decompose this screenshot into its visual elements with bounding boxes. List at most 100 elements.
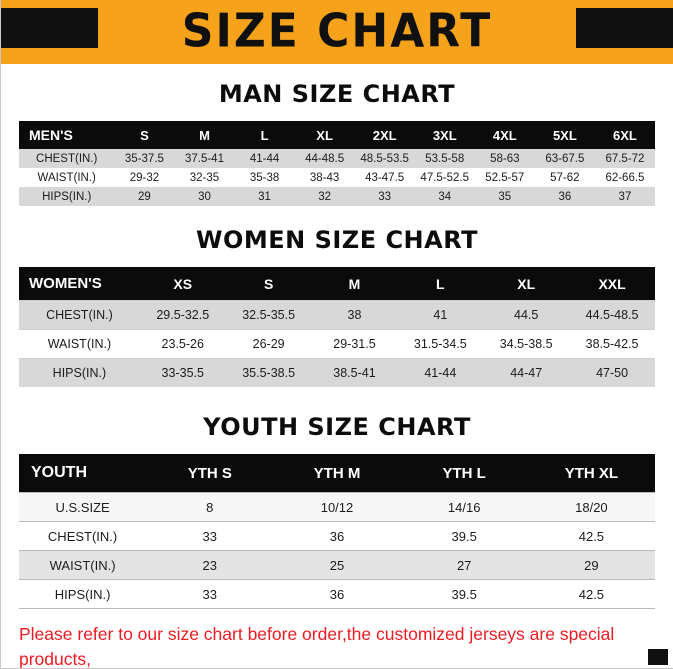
youth-table-wrap: YOUTH YTH S YTH M YTH L YTH XL U.S.SIZE 8 10/12… — [1, 454, 673, 609]
size-value: 33-35.5 — [161, 366, 204, 380]
size-value: 36 — [558, 190, 572, 203]
size-value: 27 — [456, 557, 472, 573]
size-value: 18/20 — [575, 499, 608, 515]
size-column-header: XXL — [598, 275, 626, 292]
size-column-header: YTH M — [313, 464, 361, 482]
size-value: 44.5 — [514, 308, 539, 322]
measurement-label: CHEST(IN.) — [46, 308, 113, 322]
size-column-header: YTH L — [442, 464, 486, 482]
size-column-header: XS — [173, 275, 193, 292]
size-value: 35.5-38.5 — [242, 366, 296, 380]
measurement-label: HIPS(IN.) — [52, 366, 107, 380]
size-column-header: S — [140, 127, 149, 143]
size-value: 63-67.5 — [545, 152, 585, 165]
size-column-header: S — [263, 275, 274, 292]
size-value: 44-47 — [510, 366, 543, 380]
size-value: 8 — [206, 499, 214, 515]
women-table-wrap: WOMEN'S XS S M L XL XXL CHEST(IN.) 29.5-32.5 32.5… — [1, 267, 673, 387]
table-title-cell: WOMEN'S — [29, 275, 102, 292]
size-value: 31 — [258, 190, 271, 203]
size-column-header: XL — [517, 275, 536, 292]
measurement-row: U.S.SIZE 8 10/12 14/16 18/20 — [19, 492, 655, 522]
men-size-table: MEN'S S M L XL 2XL 3XL 4XL 5XL 6XL CHEST(IN.) 35-37… — [19, 121, 655, 206]
size-value: 25 — [329, 557, 345, 573]
banner-left-black-block — [1, 8, 98, 48]
size-value: 67.5-72 — [605, 152, 645, 165]
size-value: 35-37.5 — [124, 152, 164, 165]
table-header-row: MEN'S S M L XL 2XL 3XL 4XL 5XL 6XL — [19, 121, 655, 149]
table-title-cell: YOUTH — [31, 464, 87, 481]
size-value: 29 — [584, 557, 599, 573]
size-value: 42.5 — [578, 528, 605, 544]
size-column-header: M — [348, 275, 361, 292]
table-title-cell: MEN'S — [29, 127, 73, 143]
size-value: 47.5-52.5 — [420, 171, 470, 184]
measurement-label: HIPS(IN.) — [42, 190, 92, 203]
measurement-label: CHEST(IN.) — [36, 152, 98, 165]
size-column-header: L — [436, 275, 445, 292]
size-value: 10/12 — [320, 499, 354, 515]
banner-right-black-block — [576, 8, 673, 48]
size-column-header: 2XL — [372, 127, 397, 143]
size-value: 26-29 — [252, 337, 285, 351]
youth-size-table: YOUTH YTH S YTH M YTH L YTH XL U.S.SIZE 8 10/12… — [19, 454, 655, 609]
size-value: 41-44 — [424, 366, 457, 380]
size-column-header: L — [260, 127, 269, 143]
size-column-header: 6XL — [613, 127, 637, 143]
measurement-row: CHEST(IN.) 33 36 39.5 42.5 — [19, 521, 655, 551]
size-value: 42.5 — [578, 586, 605, 602]
size-value: 57-62 — [550, 171, 580, 184]
size-value: 33 — [202, 528, 218, 544]
measurement-row: WAIST(IN.) 23.5-26 26-29 29-31.5 31.5-34.5 34… — [19, 329, 655, 359]
measurement-row: CHEST(IN.) 35-37.5 37.5-41 41-44 44-48.5 48.5… — [19, 149, 655, 168]
size-value: 32 — [318, 190, 331, 203]
size-value: 35 — [498, 190, 512, 203]
size-value: 62-66.5 — [605, 171, 645, 184]
size-value: 30 — [198, 190, 211, 203]
measurement-label: WAIST(IN.) — [47, 337, 112, 351]
measurement-label: WAIST(IN.) — [49, 557, 116, 573]
size-column-header: 4XL — [492, 127, 517, 143]
size-value: 23.5-26 — [161, 337, 204, 351]
measurement-row: WAIST(IN.) 29-32 32-35 35-38 38-43 43-47.5 47.… — [19, 168, 655, 187]
size-value: 39.5 — [451, 586, 477, 602]
size-column-header: 3XL — [432, 127, 457, 143]
size-value: 29 — [138, 190, 151, 203]
table-header-row: WOMEN'S XS S M L XL XXL — [19, 267, 655, 301]
women-size-table: WOMEN'S XS S M L XL XXL CHEST(IN.) 29.5-32.5 32.5… — [19, 267, 655, 387]
size-value: 31.5-34.5 — [413, 337, 467, 351]
bottom-right-black-block — [648, 649, 668, 665]
size-value: 38-43 — [309, 171, 340, 184]
title-banner: SIZE CHART — [1, 0, 673, 64]
size-value: 37.5-41 — [184, 152, 224, 165]
size-value: 41 — [433, 308, 448, 322]
size-column-header: XL — [316, 127, 333, 143]
size-value: 53.5-58 — [425, 152, 465, 165]
man-table-wrap: MEN'S S M L XL 2XL 3XL 4XL 5XL 6XL CHEST(IN.) 35-37… — [1, 121, 673, 206]
youth-section-heading: YOUTH SIZE CHART — [203, 413, 471, 441]
size-value: 34 — [438, 190, 452, 203]
size-column-header: YTH XL — [564, 464, 619, 482]
size-column-header: 5XL — [552, 127, 577, 143]
measurement-label: HIPS(IN.) — [54, 586, 111, 602]
size-value: 36 — [329, 586, 345, 602]
size-value: 14/16 — [447, 499, 481, 515]
measurement-label: U.S.SIZE — [55, 499, 110, 515]
measurement-row: HIPS(IN.) 33 36 39.5 42.5 — [19, 579, 655, 609]
size-value: 29.5-32.5 — [156, 308, 210, 322]
size-value: 44.5-48.5 — [585, 308, 639, 322]
size-value: 39.5 — [451, 528, 477, 544]
measurement-row: HIPS(IN.) 29 30 31 32 33 34 35 36 37 — [19, 187, 655, 206]
size-value: 32-35 — [189, 171, 220, 184]
page-title: SIZE CHART — [181, 4, 493, 59]
size-value: 52.5-57 — [485, 171, 525, 184]
man-section-heading: MAN SIZE CHART — [218, 80, 456, 108]
size-value: 43-47.5 — [365, 171, 405, 184]
size-value: 34.5-38.5 — [499, 337, 553, 351]
size-value: 37 — [618, 190, 632, 203]
measurement-row: CHEST(IN.) 29.5-32.5 32.5-35.5 38 41 44.5 44.5… — [19, 300, 655, 330]
measurement-row: WAIST(IN.) 23 25 27 29 — [19, 550, 655, 580]
disclaimer-text: Please refer to our size chart before or… — [19, 622, 655, 668]
size-value: 33 — [202, 586, 218, 602]
